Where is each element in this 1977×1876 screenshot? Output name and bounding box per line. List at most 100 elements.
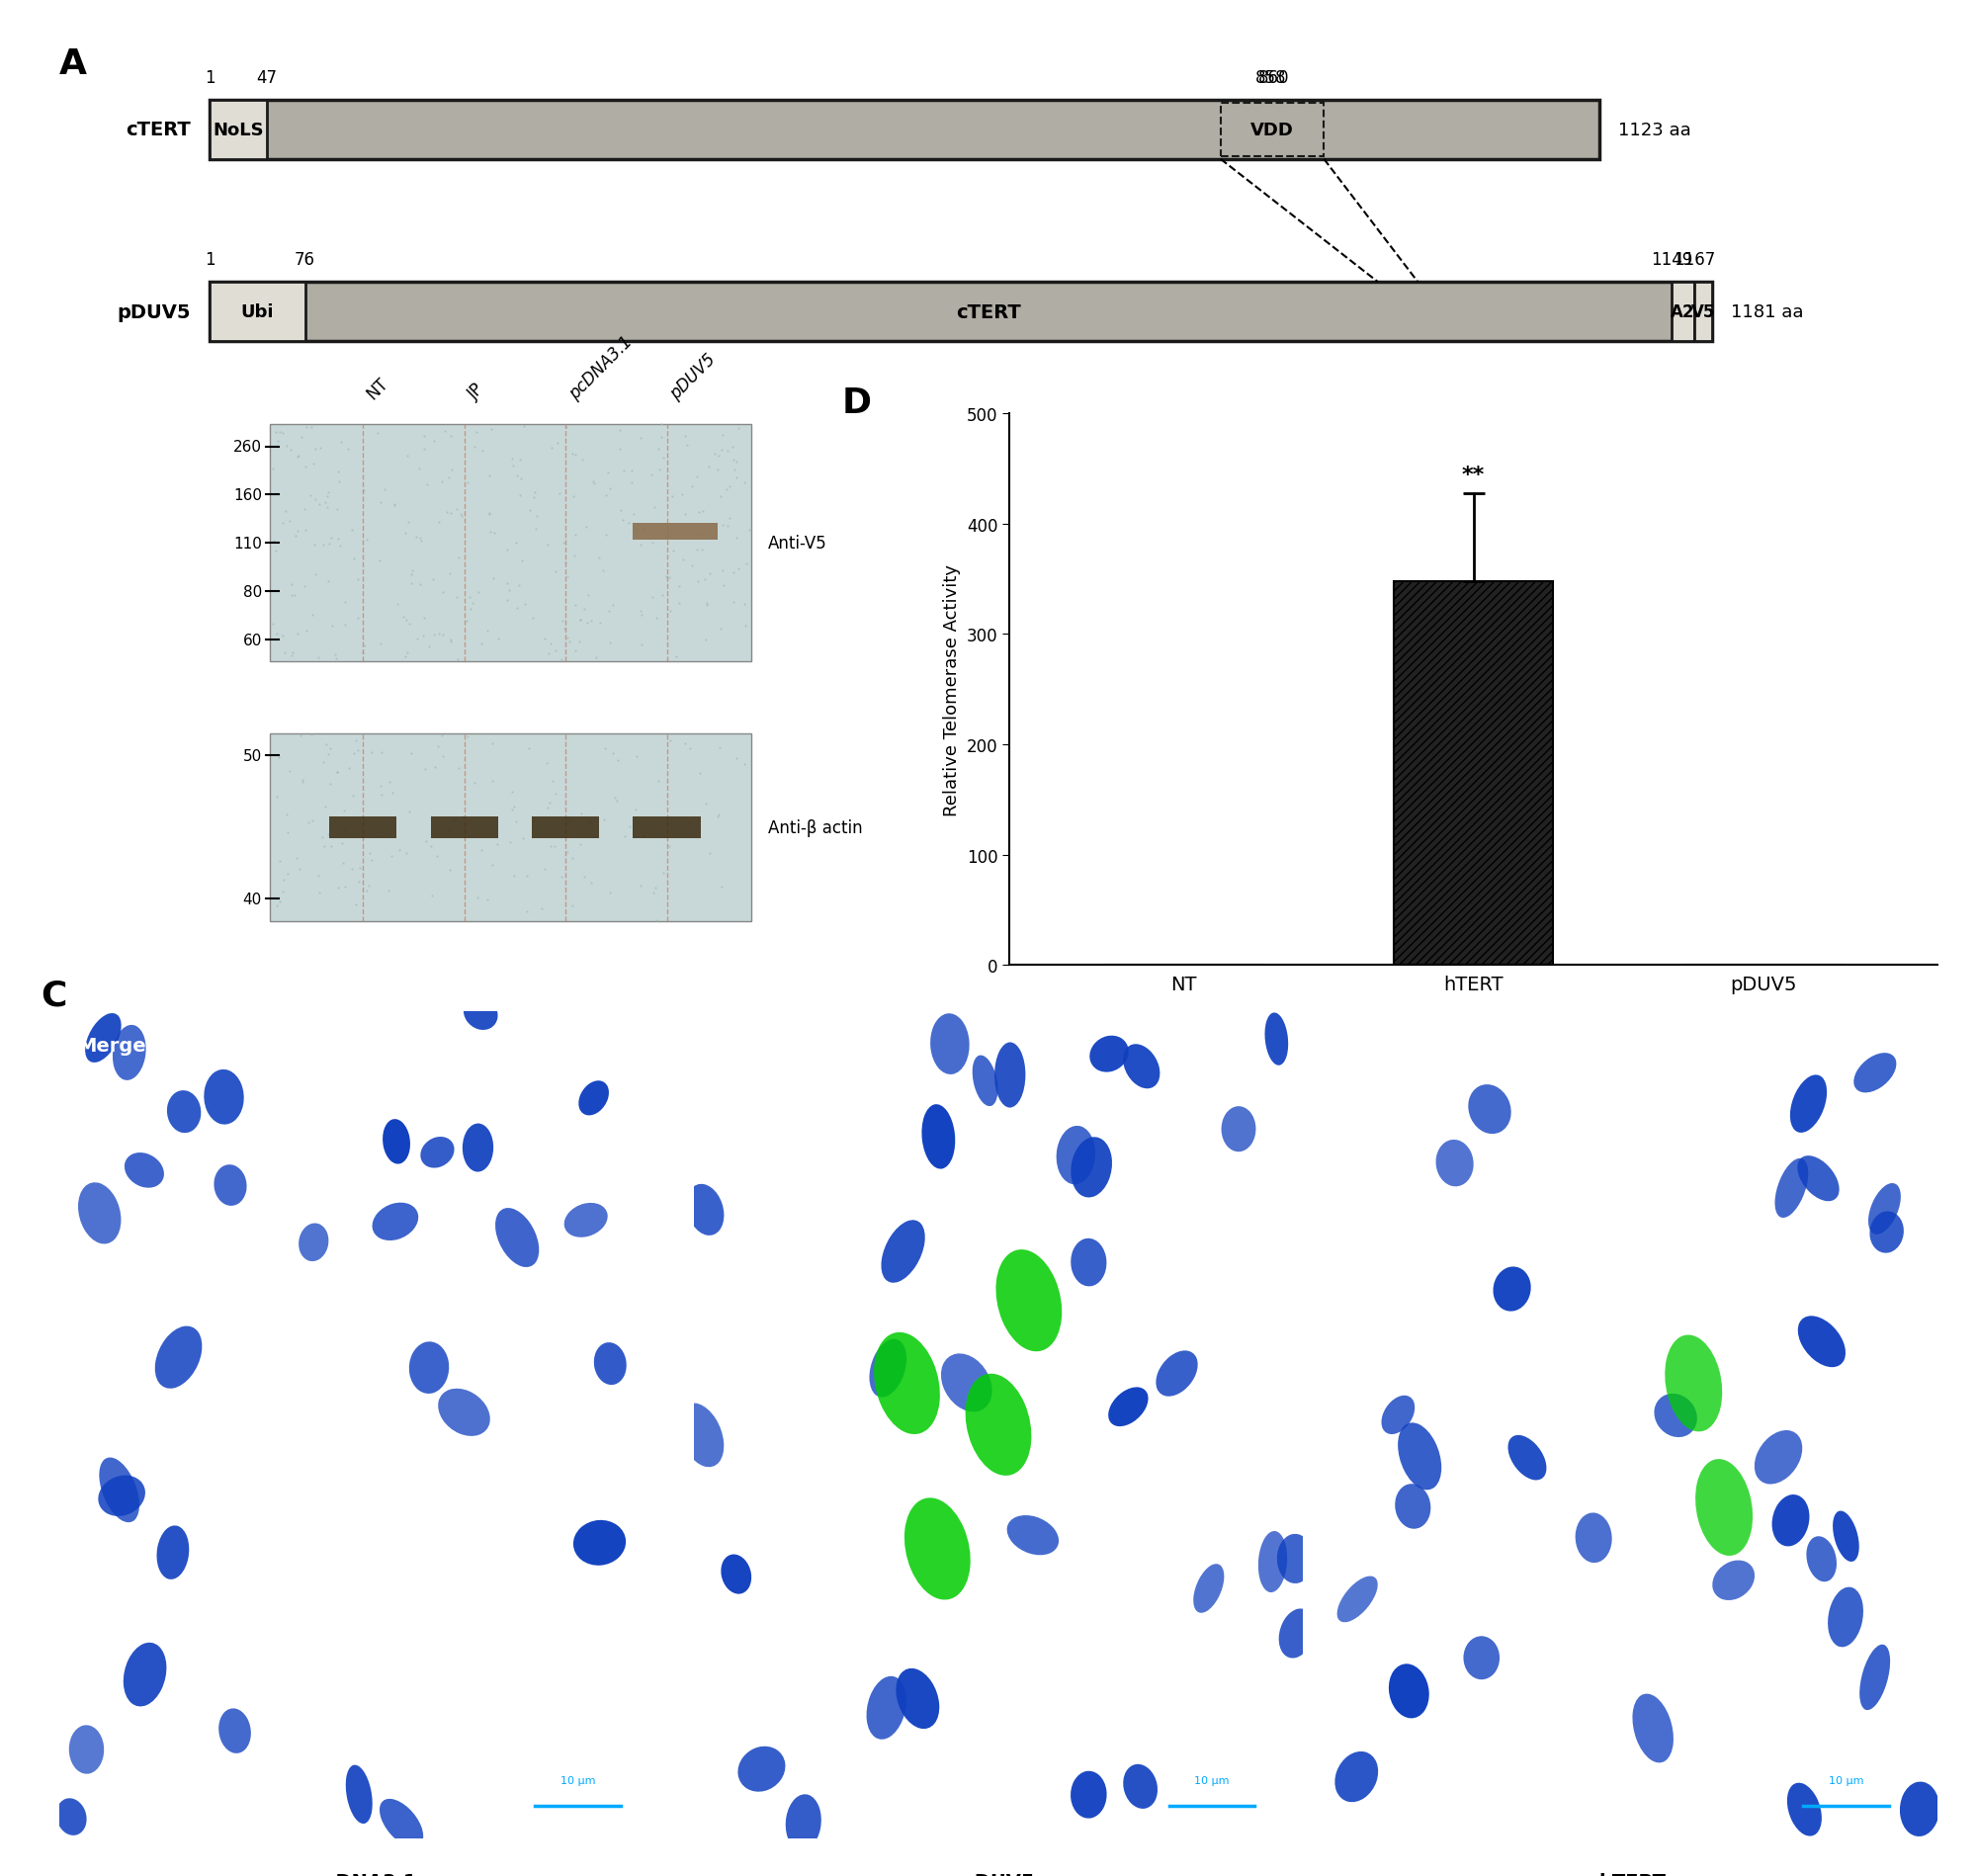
Ellipse shape	[686, 1184, 724, 1236]
Ellipse shape	[346, 1765, 372, 1823]
Bar	[633, 523, 718, 540]
Ellipse shape	[941, 1354, 992, 1413]
Ellipse shape	[722, 1555, 751, 1595]
Text: 1: 1	[204, 251, 215, 268]
Ellipse shape	[921, 1105, 955, 1169]
Ellipse shape	[866, 1677, 905, 1739]
Bar	[532, 816, 599, 839]
Ellipse shape	[99, 1476, 144, 1516]
Ellipse shape	[1771, 1495, 1809, 1546]
Ellipse shape	[154, 1326, 202, 1388]
Ellipse shape	[1435, 1141, 1473, 1188]
Text: Ubi: Ubi	[241, 304, 275, 321]
Text: A2: A2	[1671, 304, 1694, 321]
Ellipse shape	[1398, 1422, 1441, 1490]
Ellipse shape	[737, 1747, 785, 1792]
Ellipse shape	[1006, 1516, 1060, 1555]
Ellipse shape	[1860, 1645, 1890, 1711]
Text: Anti-β actin: Anti-β actin	[767, 818, 862, 837]
Bar	[1671, 283, 1694, 341]
Text: NoLS: NoLS	[214, 122, 263, 139]
Ellipse shape	[1222, 1107, 1255, 1152]
Text: 260: 260	[233, 439, 261, 454]
Ellipse shape	[903, 1497, 971, 1600]
Ellipse shape	[1194, 1565, 1224, 1613]
Text: 1123 aa: 1123 aa	[1617, 122, 1690, 139]
Ellipse shape	[463, 996, 498, 1030]
Ellipse shape	[166, 1090, 202, 1133]
Ellipse shape	[874, 1332, 939, 1435]
Bar	[1220, 103, 1325, 158]
Ellipse shape	[1868, 1184, 1900, 1234]
Ellipse shape	[573, 1520, 627, 1566]
Text: A: A	[59, 47, 87, 81]
Ellipse shape	[1463, 1636, 1501, 1679]
Ellipse shape	[1072, 1238, 1107, 1287]
Ellipse shape	[1833, 1510, 1858, 1563]
Ellipse shape	[1123, 1763, 1159, 1808]
Text: Merged: Merged	[712, 1036, 795, 1054]
Ellipse shape	[214, 1165, 247, 1206]
Ellipse shape	[563, 1203, 607, 1238]
Text: V5: V5	[1690, 304, 1716, 321]
Line: 2 pts: 2 pts	[1325, 159, 1418, 283]
Y-axis label: Relative Telomerase Activity: Relative Telomerase Activity	[943, 565, 961, 816]
Text: 60: 60	[243, 632, 261, 647]
Ellipse shape	[113, 1026, 146, 1081]
Ellipse shape	[1854, 1052, 1896, 1094]
Bar	[1394, 582, 1554, 966]
Ellipse shape	[409, 1341, 449, 1394]
Ellipse shape	[463, 1124, 494, 1172]
Ellipse shape	[1089, 1036, 1129, 1073]
Text: 858: 858	[1255, 69, 1287, 86]
Bar	[330, 816, 397, 839]
Text: 1149: 1149	[1651, 251, 1692, 268]
Ellipse shape	[69, 1726, 105, 1775]
Ellipse shape	[1056, 1126, 1095, 1186]
Ellipse shape	[1508, 1435, 1546, 1480]
Ellipse shape	[1277, 1535, 1313, 1583]
Ellipse shape	[496, 1208, 540, 1268]
Ellipse shape	[1279, 1610, 1315, 1658]
Ellipse shape	[882, 1219, 925, 1283]
Ellipse shape	[372, 1203, 419, 1240]
Point	[1366, 272, 1390, 295]
Ellipse shape	[204, 1069, 243, 1126]
Bar	[633, 816, 700, 839]
Text: 1: 1	[204, 69, 215, 86]
Text: 50: 50	[243, 749, 261, 764]
Text: cTERT: cTERT	[127, 120, 190, 139]
Text: 10 μm: 10 μm	[1829, 1775, 1864, 1784]
Text: VDD: VDD	[1251, 122, 1295, 139]
Text: Merged: Merged	[1346, 1036, 1429, 1054]
Text: **: **	[1461, 465, 1485, 484]
Point	[1406, 272, 1429, 295]
Ellipse shape	[299, 1223, 328, 1263]
Ellipse shape	[678, 1403, 724, 1467]
Text: 1181 aa: 1181 aa	[1732, 304, 1803, 321]
Text: cTERT: cTERT	[955, 302, 1020, 321]
Bar	[210, 101, 267, 159]
Text: 160: 160	[233, 488, 261, 503]
Text: C: C	[40, 977, 67, 1011]
Text: 80: 80	[243, 585, 261, 598]
Ellipse shape	[1754, 1430, 1803, 1484]
Ellipse shape	[99, 1458, 138, 1523]
Ellipse shape	[1382, 1396, 1416, 1435]
Ellipse shape	[123, 1643, 166, 1707]
Ellipse shape	[1712, 1561, 1756, 1600]
Ellipse shape	[1576, 1512, 1611, 1563]
Ellipse shape	[1829, 1587, 1862, 1647]
Text: 76: 76	[295, 251, 316, 268]
Ellipse shape	[1336, 1576, 1378, 1623]
Ellipse shape	[1900, 1782, 1939, 1837]
Point	[1313, 148, 1336, 171]
Bar	[210, 283, 1712, 341]
Text: hTERT: hTERT	[1599, 1872, 1667, 1876]
Text: 1167: 1167	[1673, 251, 1716, 268]
Ellipse shape	[1109, 1388, 1149, 1426]
Ellipse shape	[994, 1043, 1026, 1109]
Point	[1208, 148, 1232, 171]
Ellipse shape	[579, 1081, 609, 1116]
Ellipse shape	[1797, 1156, 1839, 1201]
